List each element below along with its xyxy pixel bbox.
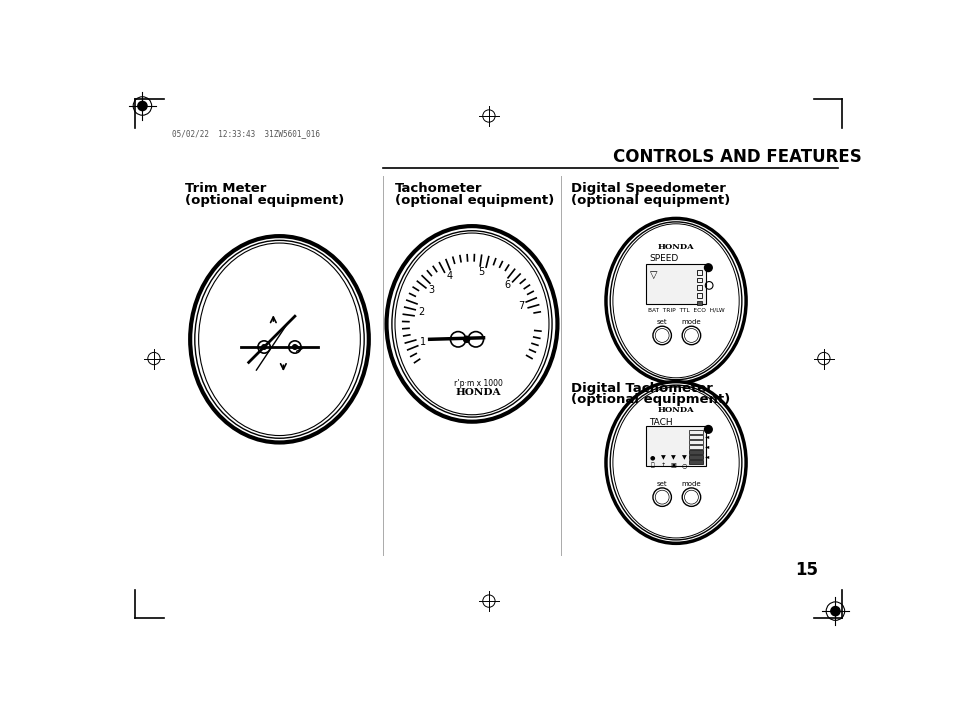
Circle shape — [703, 264, 712, 271]
Text: Digital Speedometer: Digital Speedometer — [570, 182, 724, 195]
Text: ▽: ▽ — [649, 270, 657, 280]
Text: ◄: ◄ — [703, 434, 708, 439]
Text: (optional equipment): (optional equipment) — [570, 393, 729, 406]
Bar — [696, 301, 701, 305]
Bar — [645, 264, 705, 304]
Text: ⓪: ⓪ — [650, 463, 654, 469]
Text: HONDA: HONDA — [657, 243, 694, 251]
Text: r’p·m x 1000: r’p·m x 1000 — [454, 379, 502, 388]
Text: 3: 3 — [428, 285, 435, 295]
Text: HONDA: HONDA — [657, 406, 694, 414]
Ellipse shape — [605, 219, 745, 383]
Ellipse shape — [605, 382, 745, 543]
Text: ▼: ▼ — [681, 455, 686, 460]
Circle shape — [137, 102, 147, 111]
Text: mode: mode — [680, 481, 700, 487]
Text: ●: ● — [649, 455, 654, 460]
Text: 2: 2 — [417, 307, 424, 317]
Bar — [688, 445, 702, 449]
Circle shape — [703, 425, 712, 433]
Text: 5: 5 — [477, 268, 484, 278]
Bar — [696, 278, 701, 283]
Text: mode: mode — [680, 320, 700, 325]
Text: 15: 15 — [795, 562, 818, 579]
Text: BAT  TRIP  TTL  ECO  H/LW: BAT TRIP TTL ECO H/LW — [648, 307, 724, 312]
Text: ↑: ↑ — [659, 463, 665, 468]
Bar — [696, 285, 701, 290]
Text: HONDA: HONDA — [455, 388, 500, 397]
Text: 05/02/22  12:33:43  31ZW5601_016: 05/02/22 12:33:43 31ZW5601_016 — [172, 129, 319, 138]
Text: (optional equipment): (optional equipment) — [395, 194, 554, 207]
Text: set: set — [657, 481, 667, 487]
Text: CONTROLS AND FEATURES: CONTROLS AND FEATURES — [613, 148, 862, 166]
Circle shape — [463, 337, 469, 342]
Ellipse shape — [386, 226, 557, 422]
Text: ○: ○ — [681, 463, 686, 468]
Text: ▣: ▣ — [670, 463, 676, 468]
Bar — [688, 430, 702, 434]
Text: Trim Meter: Trim Meter — [185, 182, 266, 195]
Text: ◄: ◄ — [703, 454, 708, 459]
Text: (optional equipment): (optional equipment) — [570, 194, 729, 207]
Text: Tachometer: Tachometer — [395, 182, 482, 195]
Circle shape — [261, 344, 266, 349]
Text: TACH: TACH — [648, 418, 672, 427]
Bar — [645, 425, 705, 466]
Text: 7: 7 — [517, 301, 524, 311]
Text: 6: 6 — [503, 280, 510, 290]
Text: ▼: ▼ — [659, 455, 664, 460]
Text: ▼: ▼ — [671, 455, 676, 460]
Bar — [696, 270, 701, 275]
Bar — [696, 293, 701, 297]
Bar — [688, 440, 702, 444]
Bar — [688, 455, 702, 459]
Text: 4: 4 — [446, 271, 453, 281]
Circle shape — [293, 344, 297, 349]
Text: 1: 1 — [419, 337, 425, 346]
Bar — [688, 435, 702, 439]
Circle shape — [830, 606, 840, 616]
Bar — [688, 450, 702, 454]
Text: ◄: ◄ — [703, 444, 708, 449]
Text: (optional equipment): (optional equipment) — [185, 194, 344, 207]
Text: set: set — [657, 320, 667, 325]
Text: SPEED: SPEED — [648, 254, 678, 263]
Ellipse shape — [190, 236, 369, 442]
Text: Digital Tachometer: Digital Tachometer — [570, 382, 712, 395]
Bar — [688, 460, 702, 464]
